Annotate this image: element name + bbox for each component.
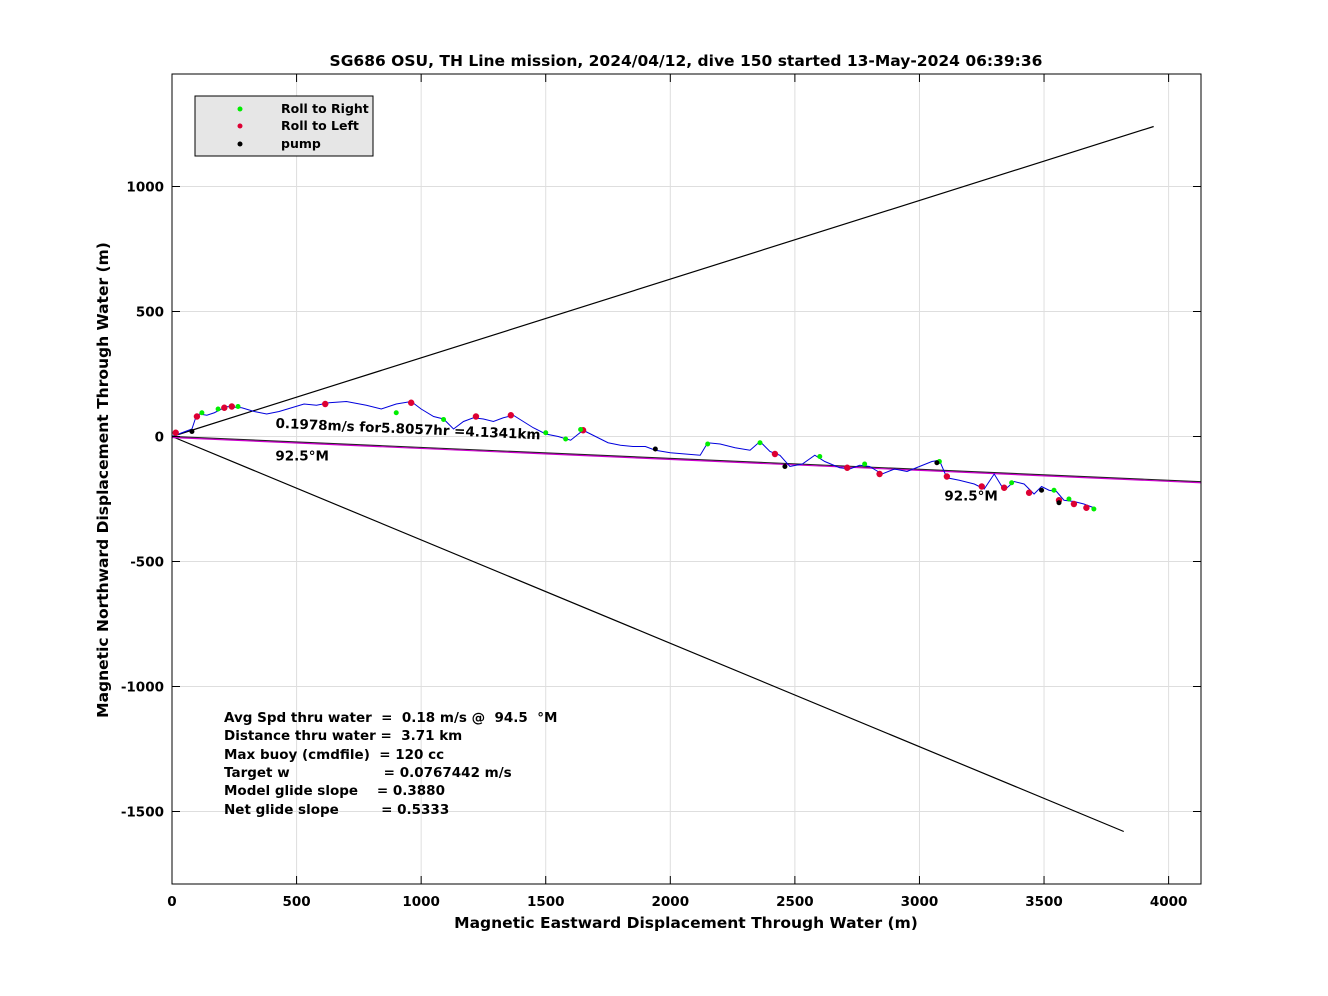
roll-left-marker bbox=[472, 413, 480, 420]
roll-left-marker bbox=[771, 450, 779, 458]
x-tick-label: 2500 bbox=[776, 894, 814, 910]
x-axis-label: Magnetic Eastward Displacement Through W… bbox=[454, 914, 918, 932]
y-tick-label: 1000 bbox=[126, 180, 164, 196]
y-tick-label: -1500 bbox=[121, 805, 164, 821]
x-axis-ticks: 0 500 1000 1500 2000 2500 3000 3500 4000 bbox=[167, 74, 1187, 910]
roll-left-marker bbox=[978, 483, 985, 490]
roll-right-marker bbox=[1066, 496, 1072, 502]
x-tick-label: 3000 bbox=[901, 894, 939, 910]
heading-line bbox=[171, 435, 1202, 484]
roll-right-marker bbox=[757, 440, 763, 446]
roll-right-marker bbox=[393, 410, 399, 416]
x-tick-label: 500 bbox=[282, 894, 310, 910]
legend-label-pump: pump bbox=[281, 136, 321, 151]
y-tick-label: 0 bbox=[155, 430, 164, 446]
roll-left-marker bbox=[1070, 500, 1078, 508]
axes-box bbox=[171, 73, 1202, 885]
roll-left-marker bbox=[322, 400, 329, 408]
y-tick-label: -1000 bbox=[121, 680, 164, 696]
roll-left-marker bbox=[844, 464, 851, 471]
roll-left-marker bbox=[172, 429, 179, 436]
x-tick-label: 0 bbox=[167, 894, 176, 910]
y-axis-ticks: 1000 500 0 -500 -1000 -1500 bbox=[121, 180, 1201, 821]
roll-left-marker bbox=[1025, 489, 1033, 496]
pump-marker bbox=[652, 446, 658, 452]
stat-net-glide-slope: Net glide slope = 0.5333 bbox=[224, 802, 449, 818]
cone-line bbox=[171, 125, 1154, 438]
heading-annotation: 92.5°M bbox=[944, 488, 998, 504]
pump-marker bbox=[1056, 500, 1062, 506]
stat-target-w: Target w = 0.0767442 m/s bbox=[224, 765, 512, 781]
roll-right-marker bbox=[862, 461, 868, 467]
heading-cone bbox=[171, 125, 1154, 833]
roll-right-marker bbox=[1091, 506, 1097, 512]
roll-right-marker bbox=[705, 441, 711, 447]
stats-block: Avg Spd thru water = 0.18 m/s @ 94.5 °M … bbox=[224, 710, 557, 818]
track-line bbox=[171, 400, 1095, 509]
legend-label-roll-left: Roll to Left bbox=[281, 118, 359, 133]
roll-right-marker bbox=[543, 430, 549, 436]
track-series bbox=[171, 400, 1095, 509]
grid-lines bbox=[171, 74, 1201, 884]
cone-line bbox=[171, 435, 1124, 833]
roll-left-marker bbox=[507, 412, 515, 419]
x-tick-label: 2000 bbox=[652, 894, 690, 910]
roll-right-marker bbox=[235, 404, 241, 409]
pump-marker bbox=[782, 464, 788, 469]
roll-right-marker bbox=[578, 427, 584, 432]
heading-line-magenta bbox=[171, 436, 1202, 484]
roll-left-marker bbox=[1083, 504, 1090, 511]
roll-left-marker bbox=[193, 413, 201, 420]
legend: Roll to Right Roll to Left pump bbox=[194, 95, 374, 157]
heading-annotation: 92.5°M bbox=[275, 448, 329, 464]
legend-label-roll-right: Roll to Right bbox=[281, 101, 369, 116]
roll-left-marker bbox=[407, 399, 415, 406]
roll-markers bbox=[172, 399, 1097, 512]
x-tick-label: 1500 bbox=[527, 894, 565, 910]
roll-left-marker bbox=[876, 470, 883, 478]
roll-left-marker bbox=[228, 403, 235, 410]
roll-left-marker bbox=[943, 473, 951, 480]
roll-left-marker bbox=[221, 404, 228, 411]
x-tick-label: 3500 bbox=[1025, 894, 1063, 910]
chart-title: SG686 OSU, TH Line mission, 2024/04/12, … bbox=[330, 52, 1043, 70]
pump-marker bbox=[1039, 487, 1045, 493]
stat-model-glide-slope: Model glide slope = 0.3880 bbox=[224, 783, 445, 799]
legend-marker-roll-left bbox=[237, 123, 243, 129]
y-tick-label: -500 bbox=[130, 555, 164, 571]
y-tick-label: 500 bbox=[136, 305, 164, 321]
roll-right-marker bbox=[199, 410, 205, 416]
heading-line-black bbox=[171, 435, 1202, 483]
legend-box bbox=[194, 95, 374, 157]
pump-marker bbox=[934, 460, 940, 466]
roll-right-marker bbox=[441, 417, 447, 422]
roll-right-marker bbox=[1009, 480, 1015, 486]
stat-distance: Distance thru water = 3.71 km bbox=[224, 728, 462, 744]
roll-right-marker bbox=[563, 436, 569, 442]
stat-avg-speed: Avg Spd thru water = 0.18 m/s @ 94.5 °M bbox=[224, 710, 557, 726]
roll-left-marker bbox=[1000, 484, 1008, 491]
y-axis-label: Magnetic Northward Displacement Through … bbox=[94, 242, 112, 718]
roll-right-marker bbox=[1051, 487, 1057, 493]
roll-right-marker bbox=[817, 454, 823, 459]
stat-max-buoy: Max buoy (cmdfile) = 120 cc bbox=[224, 747, 444, 763]
pump-marker bbox=[189, 429, 195, 434]
roll-right-marker bbox=[215, 406, 221, 412]
legend-marker-pump bbox=[237, 141, 243, 147]
x-tick-label: 4000 bbox=[1150, 894, 1188, 910]
x-tick-label: 1000 bbox=[402, 894, 440, 910]
legend-marker-roll-right bbox=[237, 106, 243, 112]
